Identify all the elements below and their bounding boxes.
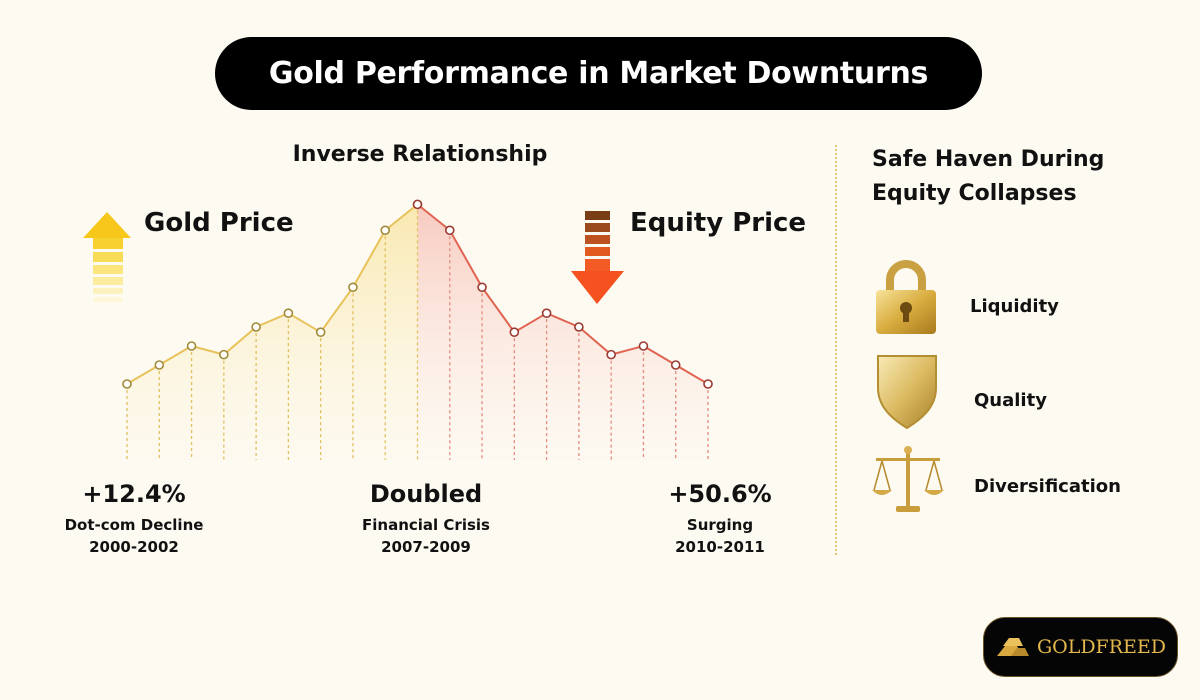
sidebar-item-liquidity: Liquidity — [970, 296, 1059, 317]
stat-value: Doubled — [369, 480, 483, 508]
brand-logo: GOLDFREED — [983, 617, 1178, 677]
gold-series-line — [126, 203, 419, 385]
gold-data-point — [219, 349, 229, 360]
gold-data-point — [283, 308, 294, 318]
equity-data-point — [509, 327, 520, 337]
sidebar-item-diversification: Diversification — [974, 476, 1121, 497]
sidebar-item-quality: Quality — [974, 390, 1047, 411]
gold-bars-icon — [996, 638, 1029, 656]
stat-event: Financial Crisis — [362, 516, 490, 534]
gold-data-point — [154, 360, 165, 370]
section-divider — [835, 145, 837, 555]
stat-years: 2000-2002 — [89, 538, 179, 556]
padlock-icon — [876, 260, 936, 334]
title-banner: Gold Performance in Market Downturns — [215, 37, 982, 110]
equity-data-point — [541, 308, 552, 318]
chart-title: Inverse Relationship — [292, 142, 548, 167]
stat-event: Surging — [686, 516, 754, 534]
equity-data-point — [638, 341, 649, 351]
stat-event: Dot-com Decline — [64, 516, 204, 534]
stat-surging: +50.6% Surging 2010-2011 — [610, 480, 830, 558]
scales-icon — [872, 446, 944, 512]
gold-price-label: Gold Price — [144, 208, 294, 238]
stat-value: +50.6% — [668, 480, 772, 508]
gold-data-point — [186, 341, 197, 351]
inverse-chart — [83, 199, 713, 460]
gold-data-point — [251, 322, 261, 332]
stat-financial-crisis: Doubled Financial Crisis 2007-2009 — [316, 480, 536, 558]
equity-data-point — [574, 322, 584, 332]
equity-data-point — [670, 360, 681, 370]
equity-data-point — [477, 282, 487, 293]
gold-data-point — [315, 327, 326, 337]
equity-price-label: Equity Price — [630, 208, 807, 238]
equity-data-point — [444, 225, 455, 236]
equity-data-point — [703, 379, 713, 389]
gold-up-arrow-icon — [83, 212, 131, 302]
equity-down-arrow-icon — [571, 211, 624, 304]
sidebar-title-line1: Safe Haven During — [872, 147, 1105, 172]
stat-value: +12.4% — [82, 480, 186, 508]
gold-area — [127, 204, 418, 460]
sidebar-title: Safe Haven During Equity Collapses — [872, 143, 1172, 211]
sidebar-title-line2: Equity Collapses — [872, 181, 1077, 206]
peak-data-point — [412, 199, 423, 210]
shield-icon — [877, 355, 937, 430]
page-title: Gold Performance in Market Downturns — [268, 56, 929, 91]
gold-data-point — [348, 282, 358, 293]
gold-data-point — [122, 379, 132, 389]
equity-series-line — [416, 203, 709, 385]
brand-name: GOLDFREED — [1036, 636, 1167, 658]
equity-data-point — [606, 349, 616, 360]
equity-area — [417, 204, 708, 460]
stat-years: 2010-2011 — [675, 538, 765, 556]
stat-dotcom: +12.4% Dot-com Decline 2000-2002 — [24, 480, 244, 558]
stat-years: 2007-2009 — [381, 538, 471, 556]
gold-data-point — [380, 225, 391, 236]
